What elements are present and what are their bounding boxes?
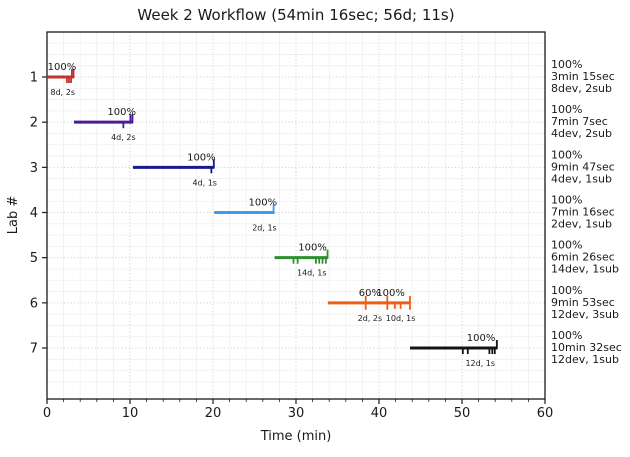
- lab-5-summary-percent: 100%: [551, 239, 582, 252]
- x-tick-label: 60: [537, 406, 554, 421]
- y-axis-label: Lab #: [6, 196, 21, 235]
- lab-4-summary-time: 7min 16sec: [551, 206, 615, 219]
- lab-2-duration-label: 4d, 2s: [111, 133, 136, 142]
- axes: 0 10 20 30 40 50 60 1 2 3 4 5 6 7: [30, 71, 554, 422]
- lab-7-summary-percent: 100%: [551, 329, 582, 342]
- lab-7-duration-label: 12d, 1s: [465, 359, 495, 368]
- lab-4-summary-devsub: 2dev, 1sub: [551, 218, 612, 231]
- lab-1-summary-time: 3min 15sec: [551, 70, 615, 83]
- lab-2-summary-percent: 100%: [551, 103, 582, 116]
- lab-6-duration-label: 10d, 1s: [386, 314, 416, 323]
- lab-6-summary-percent: 100%: [551, 284, 582, 297]
- lab-5-percent-label: 100%: [298, 243, 327, 254]
- y-tick-label: 2: [30, 116, 38, 131]
- lab-4-percent-label: 100%: [249, 198, 278, 209]
- lab-3-summary-devsub: 4dev, 1sub: [551, 172, 612, 185]
- plot-border: [46, 31, 546, 400]
- lab-2-summary-devsub: 4dev, 2sub: [551, 127, 612, 140]
- lab-2-percent-label: 100%: [107, 107, 136, 118]
- lab-7-summary-devsub: 12dev, 1sub: [551, 353, 619, 366]
- x-tick-label: 30: [288, 406, 305, 421]
- lab-5-duration-label: 14d, 1s: [297, 269, 327, 278]
- lab-7-summary-time: 10min 32sec: [551, 341, 622, 354]
- lab-3-summary-percent: 100%: [551, 148, 582, 161]
- lab-1-summary-devsub: 8dev, 2sub: [551, 82, 612, 95]
- y-tick-label: 1: [30, 71, 38, 86]
- lab-series: 100% 8d, 2s 100% 4d, 2s 100% 4d, 1s 100% 2d, 1s…: [47, 62, 498, 368]
- lab-4-summary-percent: 100%: [551, 194, 582, 207]
- lab-2-summary-time: 7min 7sec: [551, 115, 608, 128]
- lab-1-duration-label: 8d, 2s: [51, 88, 76, 97]
- lab-6-summary-time: 9min 53sec: [551, 296, 615, 309]
- y-tick-label: 6: [30, 296, 38, 311]
- y-tick-label: 5: [30, 251, 38, 266]
- x-tick-label: 0: [43, 406, 51, 421]
- lab-4-duration-label: 2d, 1s: [252, 224, 277, 233]
- lab-6-percent-label: 60%: [359, 288, 381, 299]
- lab-6-duration-label: 2d, 2s: [358, 314, 383, 323]
- y-tick-label: 7: [30, 342, 38, 357]
- x-tick-label: 50: [454, 406, 471, 421]
- y-tick-label: 4: [30, 206, 38, 221]
- lab-7-percent-label: 100%: [467, 333, 496, 344]
- chart-title: Week 2 Workflow (54min 16sec; 56d; 11s): [137, 6, 454, 24]
- y-tick-label: 3: [30, 161, 38, 176]
- lab-1-percent-label: 100%: [48, 62, 77, 73]
- lab-5-summary-devsub: 14dev, 1sub: [551, 263, 619, 276]
- x-axis-label: Time (min): [260, 429, 332, 444]
- lab-6-summary-devsub: 12dev, 3sub: [551, 308, 619, 321]
- x-tick-label: 10: [122, 406, 139, 421]
- lab-3-summary-time: 9min 47sec: [551, 160, 615, 173]
- lab-3-percent-label: 100%: [187, 152, 216, 163]
- lab-3-duration-label: 4d, 1s: [192, 178, 217, 187]
- lab-5-summary-time: 6min 26sec: [551, 251, 615, 264]
- lab-6-percent-label: 100%: [376, 288, 405, 299]
- x-tick-label: 20: [205, 406, 222, 421]
- lab-1-summary-percent: 100%: [551, 58, 582, 71]
- x-tick-label: 40: [371, 406, 388, 421]
